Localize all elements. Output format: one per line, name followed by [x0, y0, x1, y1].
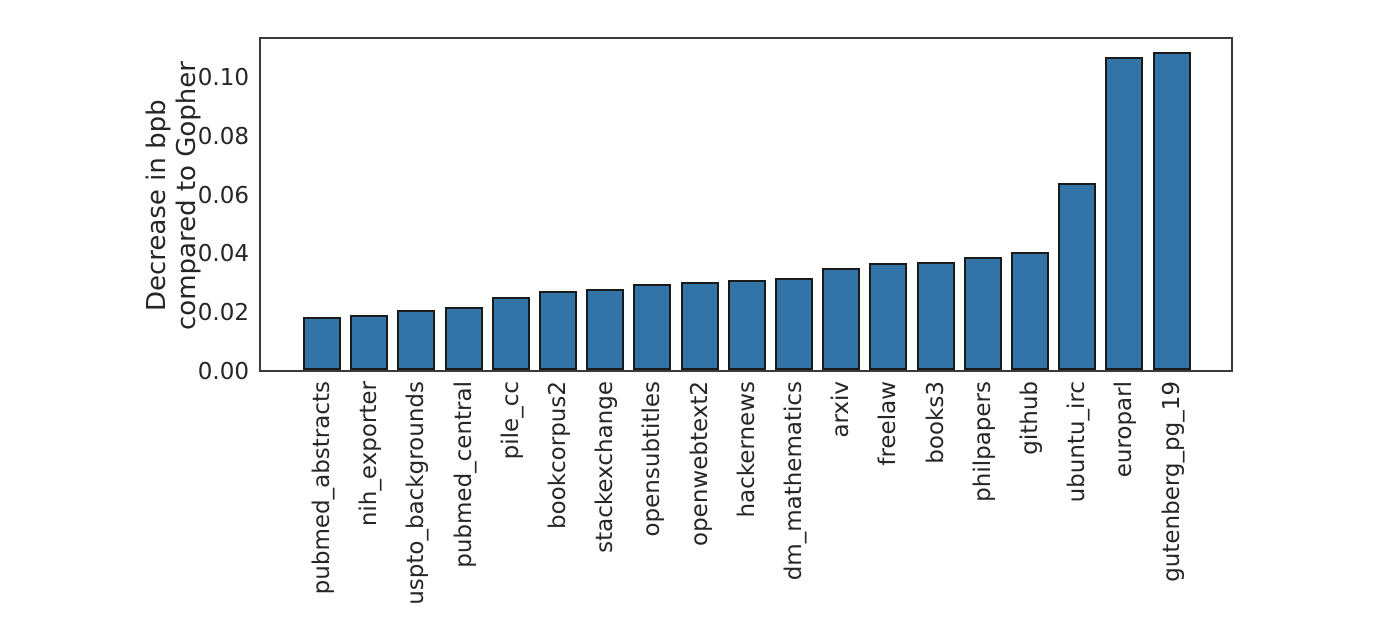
x-tick-label-openwebtext2: openwebtext2	[687, 381, 713, 546]
bar-freelaw	[869, 263, 907, 370]
bar-hackernews	[728, 280, 766, 370]
y-tick-label-0.00: 0.00	[197, 359, 249, 385]
bar-openwebtext2	[681, 282, 719, 370]
x-tick-label-bookcorpus2: bookcorpus2	[545, 381, 571, 530]
x-tick-label-europarl: europarl	[1111, 381, 1137, 478]
x-tick-label-github: github	[1017, 381, 1043, 455]
x-tick-label-pubmed_abstracts: pubmed_abstracts	[309, 381, 335, 595]
x-tick-label-freelaw: freelaw	[875, 381, 901, 466]
bar-uspto_backgrounds	[397, 310, 435, 370]
x-tick-label-stackexchange: stackexchange	[592, 381, 618, 553]
y-tick-label-0.02: 0.02	[197, 300, 249, 326]
x-tick-label-opensubtitles: opensubtitles	[639, 381, 665, 537]
x-tick-label-pile_cc: pile_cc	[498, 381, 524, 460]
x-tick-label-arxiv: arxiv	[828, 381, 854, 438]
x-tick-label-hackernews: hackernews	[734, 381, 760, 518]
bar-ubuntu_irc	[1058, 183, 1096, 370]
y-tick-label-0.04: 0.04	[197, 241, 249, 267]
x-tick-label-books3: books3	[923, 381, 949, 464]
x-tick-label-ubuntu_irc: ubuntu_irc	[1064, 381, 1090, 503]
x-tick-label-philpapers: philpapers	[970, 381, 996, 502]
bar-github	[1011, 252, 1049, 370]
bar-pubmed_abstracts	[303, 317, 341, 370]
y-tick-label-0.08: 0.08	[197, 124, 249, 150]
bar-philpapers	[964, 257, 1002, 370]
x-tick-label-nih_exporter: nih_exporter	[356, 381, 382, 527]
bar-bookcorpus2	[539, 291, 577, 370]
bar-opensubtitles	[633, 284, 671, 370]
bar-nih_exporter	[350, 315, 388, 370]
bar-pubmed_central	[445, 307, 483, 370]
bar-pile_cc	[492, 297, 530, 370]
x-tick-label-gutenberg_pg_19: gutenberg_pg_19	[1159, 381, 1185, 582]
x-tick-label-pubmed_central: pubmed_central	[451, 381, 477, 568]
bar-arxiv	[822, 268, 860, 370]
bar-gutenberg_pg_19	[1153, 52, 1191, 370]
y-tick-label-0.06: 0.06	[197, 183, 249, 209]
bar-europarl	[1105, 57, 1143, 370]
plot-area	[259, 37, 1233, 372]
bar-books3	[917, 262, 955, 370]
x-tick-label-uspto_backgrounds: uspto_backgrounds	[403, 381, 429, 605]
bar-dm_mathematics	[775, 278, 813, 370]
y-tick-label-0.10: 0.10	[197, 65, 249, 91]
bar-stackexchange	[586, 289, 624, 370]
x-tick-label-dm_mathematics: dm_mathematics	[781, 381, 807, 581]
